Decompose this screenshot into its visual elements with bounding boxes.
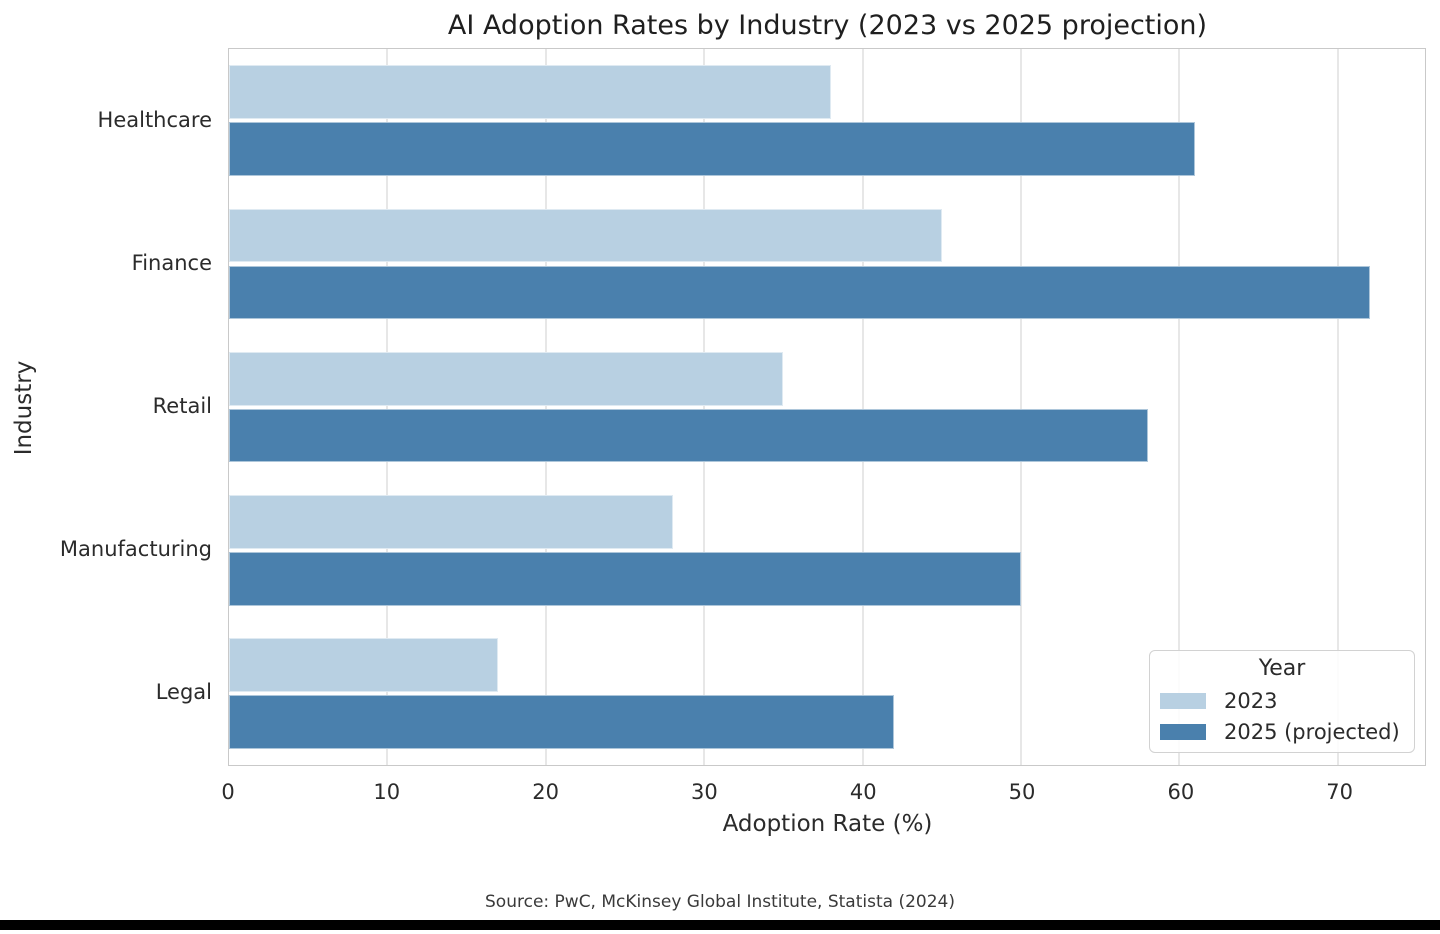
bar-retail-2023 bbox=[229, 351, 784, 406]
y-tick-label-healthcare: Healthcare bbox=[97, 107, 212, 132]
bar-finance-2025 bbox=[229, 265, 1370, 320]
chart-title: AI Adoption Rates by Industry (2023 vs 2… bbox=[447, 10, 1208, 41]
source-note: Source: PwC, McKinsey Global Institute, … bbox=[485, 892, 955, 912]
x-tick-label-60: 60 bbox=[1167, 780, 1195, 804]
y-tick-label-legal: Legal bbox=[155, 680, 212, 705]
legend-label-2025: 2025 (projected) bbox=[1224, 719, 1400, 744]
legend-item-2023: 2023 bbox=[1160, 685, 1404, 716]
legend-item-2025: 2025 (projected) bbox=[1160, 716, 1404, 747]
y-tick-label-manufacturing: Manufacturing bbox=[59, 537, 212, 562]
gridline-x-10 bbox=[386, 49, 389, 765]
gridline-x-70 bbox=[1336, 49, 1339, 765]
legend: Year 2023 2025 (projected) bbox=[1149, 650, 1415, 753]
bar-legal-2025 bbox=[229, 695, 895, 749]
x-tick-label-0: 0 bbox=[221, 780, 235, 804]
x-axis-ticks: 0 10 20 30 40 50 60 70 bbox=[221, 780, 1427, 810]
plot-area bbox=[228, 48, 1426, 766]
bar-legal-2023 bbox=[229, 638, 499, 692]
gridline-x-60 bbox=[1178, 49, 1181, 765]
legend-swatch-2023 bbox=[1160, 692, 1206, 709]
gridline-x-20 bbox=[544, 49, 547, 765]
x-tick-label-10: 10 bbox=[373, 780, 401, 804]
x-tick-label-30: 30 bbox=[691, 780, 718, 804]
bar-manufacturing-2023 bbox=[229, 495, 673, 549]
legend-title: Year bbox=[1258, 656, 1306, 681]
x-tick-label-40: 40 bbox=[849, 780, 877, 804]
gridline-x-40 bbox=[861, 49, 864, 765]
x-tick-label-20: 20 bbox=[532, 780, 559, 804]
gridline-x-50 bbox=[1020, 49, 1023, 765]
bar-manufacturing-2025 bbox=[229, 551, 1022, 606]
bar-healthcare-2023 bbox=[229, 65, 831, 120]
x-axis-title: Adoption Rate (%) bbox=[722, 811, 933, 837]
y-tick-label-finance: Finance bbox=[131, 250, 212, 275]
x-tick-label-50: 50 bbox=[1008, 780, 1036, 804]
x-tick-label-70: 70 bbox=[1326, 780, 1354, 804]
bar-healthcare-2025 bbox=[229, 122, 1196, 176]
legend-swatch-2025 bbox=[1160, 723, 1206, 740]
y-axis-labels: Healthcare Finance Retail Manufacturing Lega… bbox=[0, 48, 216, 767]
bar-retail-2025 bbox=[229, 408, 1148, 463]
bottom-black-bar bbox=[0, 920, 1440, 930]
y-tick-label-retail: Retail bbox=[152, 394, 212, 418]
legend-label-2023: 2023 bbox=[1224, 688, 1278, 713]
bar-finance-2023 bbox=[229, 208, 942, 263]
gridline-x-30 bbox=[703, 49, 706, 765]
